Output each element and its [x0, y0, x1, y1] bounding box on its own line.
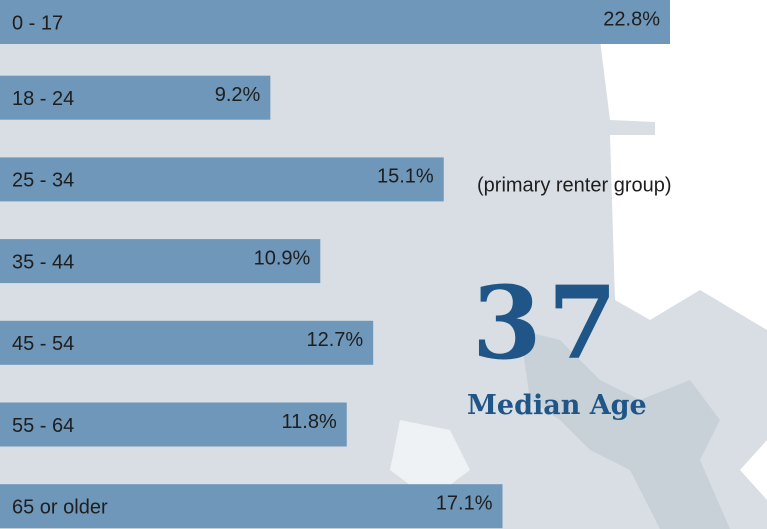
value-label: 11.8% [282, 411, 337, 433]
category-label: 65 or older [12, 496, 108, 518]
value-label: 10.9% [254, 247, 311, 269]
bar [0, 239, 321, 284]
category-label: 18 - 24 [12, 88, 74, 110]
value-label: 22.8% [603, 8, 660, 30]
category-label: 35 - 44 [12, 251, 74, 273]
bar [0, 484, 503, 529]
value-label: 9.2% [215, 84, 261, 106]
bar [0, 402, 347, 447]
bar [0, 0, 670, 44]
value-label: 12.7% [306, 329, 363, 351]
bar [0, 75, 271, 120]
bar [0, 157, 444, 202]
category-label: 45 - 54 [12, 333, 74, 355]
category-label: 55 - 64 [12, 415, 74, 437]
category-label: 25 - 34 [12, 170, 74, 192]
value-label: 15.1% [377, 166, 434, 188]
median-age: 37 [472, 264, 623, 382]
value-label: 17.1% [436, 492, 493, 514]
median-age-label: Median Age [467, 390, 647, 421]
annotation: (primary renter group) [477, 174, 672, 196]
bar [0, 320, 374, 365]
category-label: 0 - 17 [12, 12, 63, 34]
